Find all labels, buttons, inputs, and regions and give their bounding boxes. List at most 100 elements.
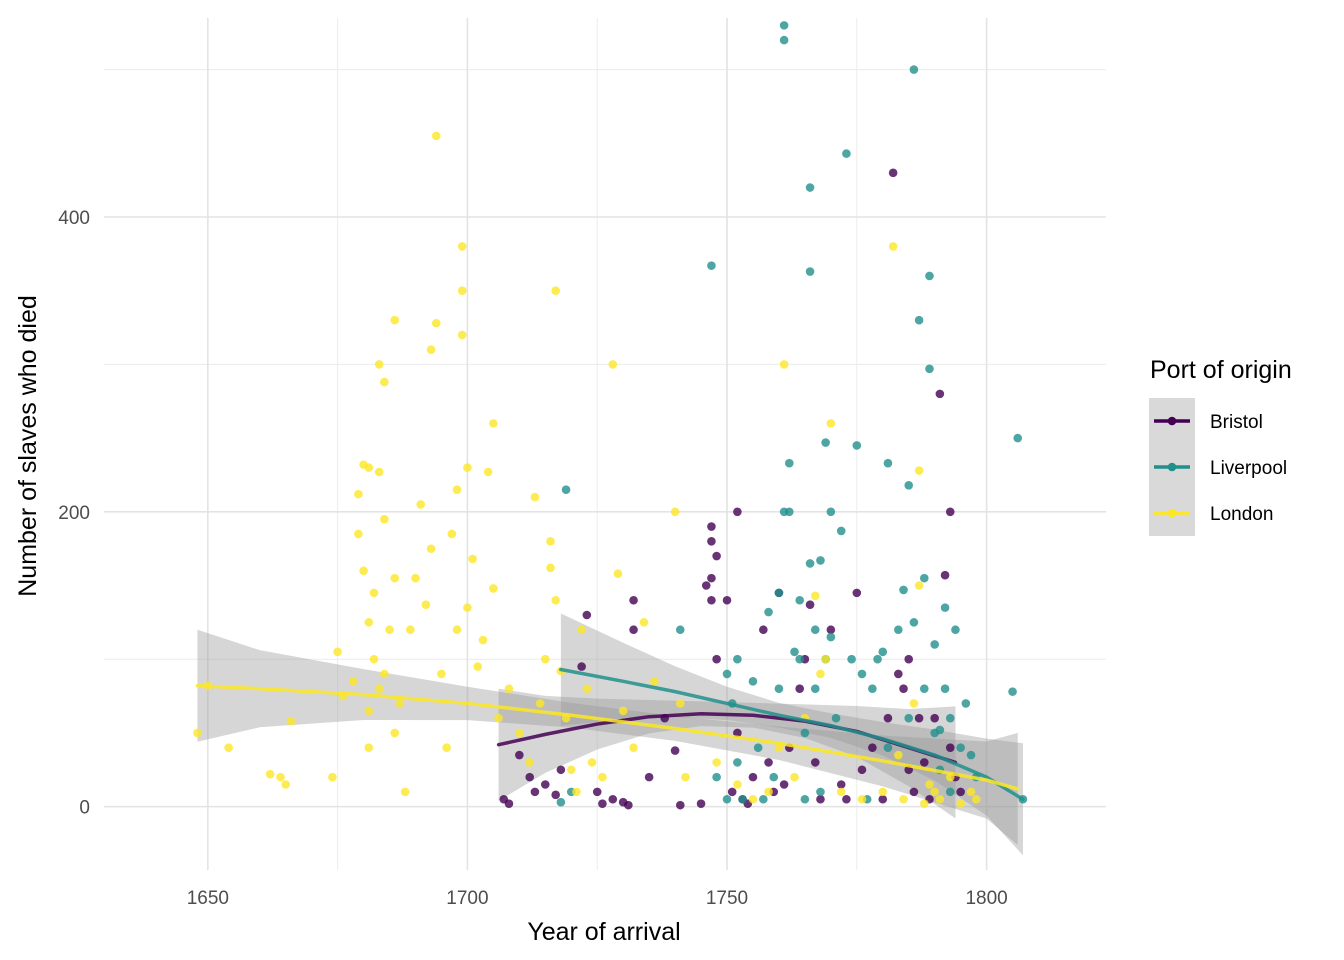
data-point (639, 618, 649, 627)
data-point (535, 699, 545, 708)
data-point (868, 743, 877, 752)
data-point (909, 618, 919, 627)
data-point (551, 790, 560, 800)
data-point (374, 467, 384, 477)
data-point (945, 743, 955, 752)
data-point (759, 794, 768, 804)
data-point (328, 772, 337, 782)
data-point (587, 758, 597, 767)
x-axis-title: Year of arrival (527, 918, 680, 946)
data-point (779, 35, 789, 45)
data-point (857, 765, 867, 775)
y-tick-label: 200 (58, 503, 90, 524)
data-point (795, 654, 804, 664)
data-point (727, 787, 737, 797)
data-point (847, 654, 856, 664)
data-point (670, 746, 680, 755)
data-point (390, 728, 400, 738)
x-tick-label: 1750 (706, 888, 748, 909)
data-point (836, 780, 846, 789)
data-point (899, 684, 908, 693)
data-point (577, 662, 586, 671)
data-point (930, 787, 939, 797)
data-point (940, 603, 950, 612)
data-point (712, 758, 721, 767)
data-point (826, 507, 836, 517)
data-point (483, 467, 493, 477)
data-point (551, 595, 560, 605)
data-point (883, 743, 893, 752)
data-point (816, 787, 825, 797)
data-point (919, 684, 929, 693)
data-point (629, 595, 638, 605)
data-point (546, 536, 555, 546)
data-point (707, 522, 716, 531)
data-point (1013, 433, 1023, 443)
data-point (831, 713, 841, 723)
data-point (556, 765, 566, 775)
data-point (598, 772, 607, 782)
data-point (515, 728, 524, 738)
data-point (919, 573, 929, 583)
data-point (883, 458, 893, 468)
data-point (733, 780, 742, 789)
data-point (899, 794, 908, 804)
data-point (696, 799, 706, 808)
data-point (904, 713, 914, 723)
fit-line (195, 683, 1020, 791)
data-point (582, 610, 592, 620)
data-point (857, 794, 867, 804)
data-point (764, 787, 773, 797)
data-point (868, 684, 877, 693)
data-point (364, 743, 374, 752)
data-point (956, 787, 965, 797)
data-point (675, 625, 685, 635)
data-point (540, 654, 550, 664)
data-point (675, 699, 685, 708)
data-point (707, 261, 716, 270)
data-point (473, 662, 483, 671)
data-point (951, 625, 960, 635)
data-point (774, 743, 784, 752)
data-point (816, 794, 825, 804)
data-point (675, 800, 685, 810)
confidence-band (560, 613, 1023, 856)
y-tick-label: 0 (79, 798, 90, 819)
data-point (504, 684, 514, 693)
data-point (852, 441, 862, 450)
data-point (800, 728, 810, 738)
data-point (681, 772, 690, 782)
data-point (914, 466, 924, 475)
legend-label: London (1210, 504, 1273, 525)
data-point (914, 315, 924, 325)
data-point (935, 389, 945, 399)
data-point (966, 750, 976, 760)
data-point (826, 419, 836, 428)
data-point (904, 654, 914, 664)
data-point (374, 360, 384, 369)
data-point (406, 625, 415, 635)
data-point (909, 699, 919, 708)
data-point (821, 654, 830, 664)
data-point (478, 635, 488, 645)
data-point (670, 507, 680, 517)
data-point (805, 559, 815, 568)
data-point (764, 607, 773, 617)
data-point (556, 797, 566, 807)
data-point (810, 684, 820, 693)
data-point (914, 713, 924, 723)
data-point (940, 570, 950, 580)
grid-major (104, 18, 1106, 870)
data-point (707, 595, 716, 605)
data-point (390, 315, 400, 325)
data-point (561, 485, 571, 494)
data-point (919, 758, 929, 767)
data-point (878, 647, 888, 657)
data-point (644, 772, 654, 782)
data-point (530, 787, 540, 797)
data-point (489, 584, 498, 593)
data-point (945, 507, 955, 517)
data-point (608, 360, 618, 369)
data-point (592, 787, 602, 797)
